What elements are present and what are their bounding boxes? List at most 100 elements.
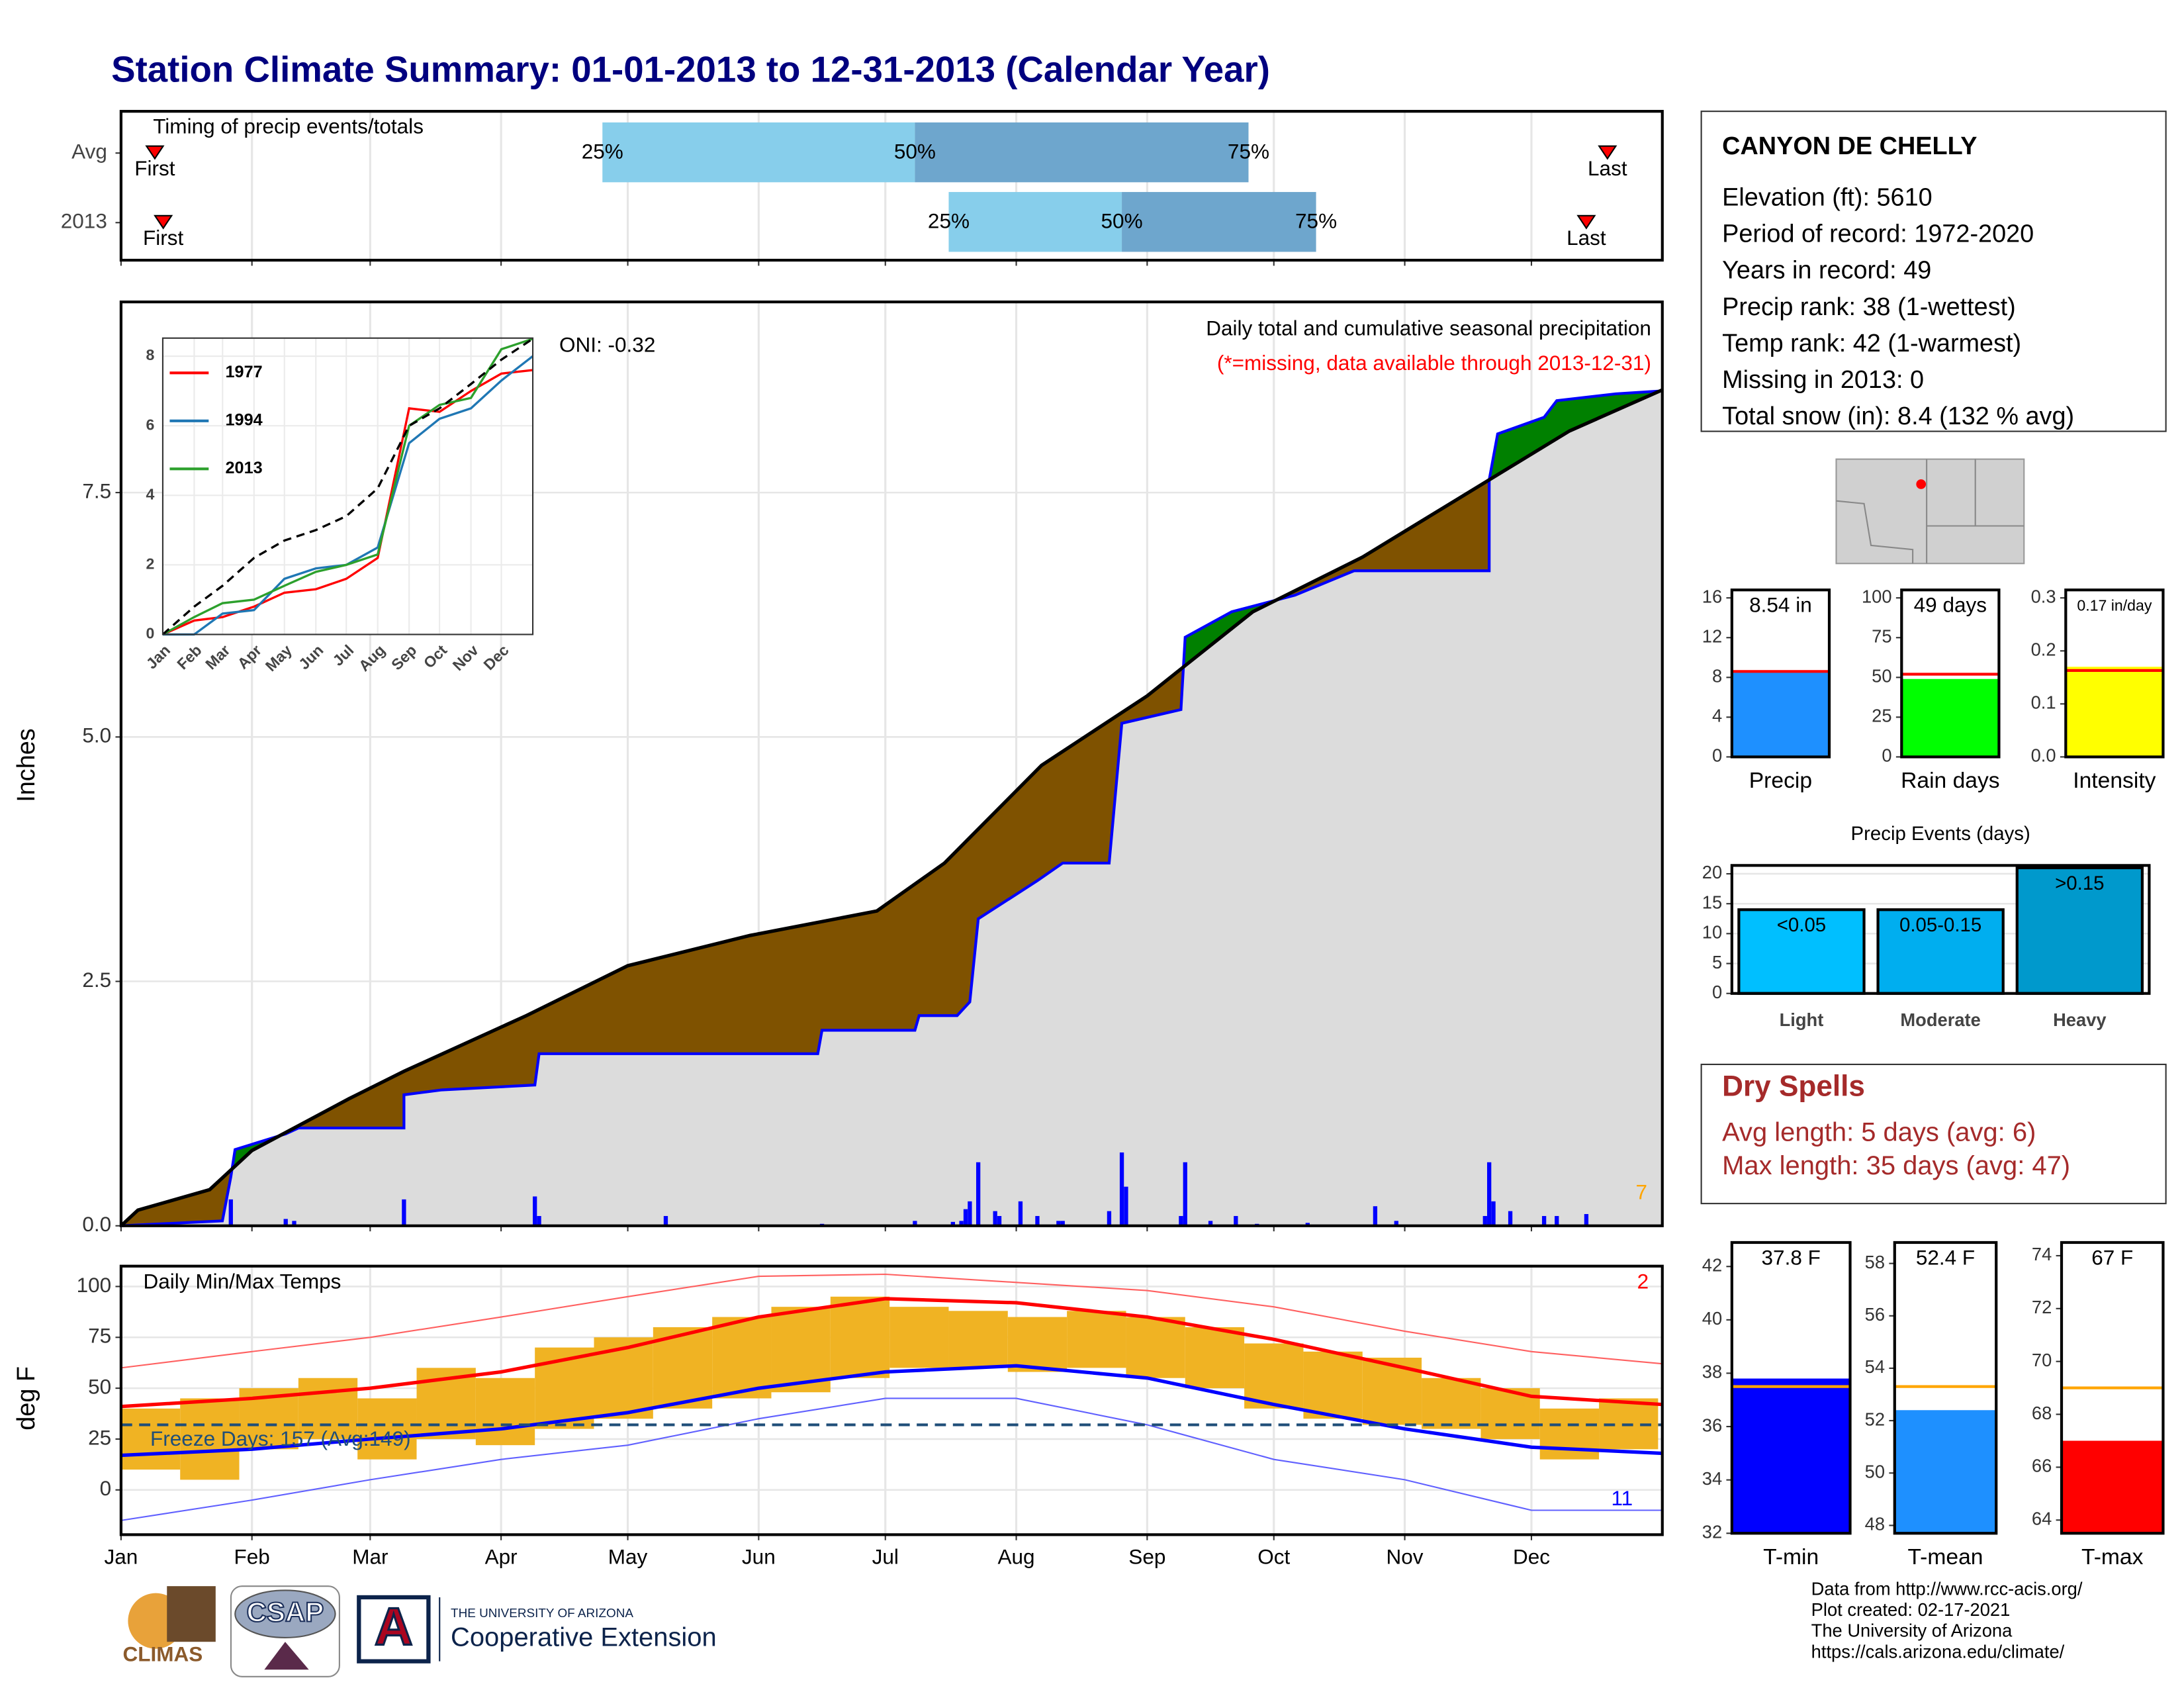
quartile-label: 75% <box>1228 140 1269 164</box>
footer-line: Data from http://www.rcc-acis.org/ <box>1811 1579 2083 1599</box>
daily-temp-range <box>1126 1317 1185 1378</box>
info-line: Precip rank: 38 (1-wettest) <box>1722 293 2016 321</box>
inset-line <box>161 338 533 635</box>
y-tick-label: 0 <box>100 1476 112 1500</box>
class-label: <0.05 <box>1777 914 1826 936</box>
footer-line: The University of Arizona <box>1811 1620 2013 1641</box>
y-tick-label: 64 <box>2032 1509 2052 1529</box>
panel-frame <box>1730 588 1831 759</box>
temp-line <box>120 1397 1662 1521</box>
panel-frame <box>2060 1241 2165 1535</box>
bar <box>2062 1440 2163 1534</box>
timing-marker <box>1598 145 1617 160</box>
panel-frame <box>119 110 1664 262</box>
x-tick-label: Sep <box>1128 1544 1165 1568</box>
y-axis-label: deg F <box>13 1366 40 1430</box>
daily-precip-bar <box>1394 1221 1398 1226</box>
daily-precip-bar <box>1124 1186 1128 1226</box>
y-tick-label: 16 <box>1702 586 1722 606</box>
y-axis-label: Inches <box>13 728 40 802</box>
station-name: CANYON DE CHELLY <box>1722 132 1977 160</box>
temp-line <box>120 1364 1662 1458</box>
info-line: Total snow (in): 8.4 (132 % avg) <box>1722 402 2074 430</box>
y-tick-label: 0 <box>146 625 154 642</box>
info-line: Years in record: 49 <box>1722 257 1931 285</box>
bar <box>1731 1378 1850 1534</box>
legend-label: 1994 <box>226 410 263 429</box>
daily-precip-bar <box>1541 1215 1547 1226</box>
class-label: >0.15 <box>2055 872 2104 894</box>
x-tick-label: Dec <box>1513 1544 1550 1568</box>
x-tick-label: Oct <box>1257 1544 1290 1568</box>
daily-temp-range <box>948 1311 1008 1368</box>
daily-precip-bar <box>1508 1211 1513 1226</box>
panel-frame <box>119 1264 1664 1536</box>
y-tick-label: 2 <box>146 555 154 572</box>
bar <box>1876 908 2005 995</box>
daily-temp-range <box>1539 1408 1600 1460</box>
daily-precip-bar <box>1584 1214 1589 1226</box>
daily-precip-bar <box>1234 1215 1238 1226</box>
cumulative-line <box>120 389 1662 1227</box>
y-tick-label: 72 <box>2032 1297 2052 1317</box>
dry-spell-line: Avg length: 5 days (avg: 6) <box>1722 1118 2036 1147</box>
y-tick-label: 10 <box>1702 922 1722 943</box>
value-label: 52.4 F <box>1916 1246 1975 1270</box>
corner-label: 7 <box>1635 1180 1647 1204</box>
panel-title: Daily Min/Max Temps <box>144 1269 341 1293</box>
extension-name: Cooperative Extension <box>451 1623 717 1652</box>
y-tick-label: 50 <box>88 1374 111 1398</box>
category-label: Intensity <box>2073 769 2156 793</box>
x-tick-label: Jun <box>742 1544 776 1568</box>
daily-precip-bar <box>913 1221 917 1226</box>
quartile-label: 50% <box>894 140 936 164</box>
inset-frame <box>161 337 534 635</box>
daily-temp-range <box>889 1307 949 1368</box>
daily-precip-bar <box>663 1215 668 1226</box>
y-tick-label: 52 <box>1865 1409 1885 1429</box>
daily-precip-bar <box>959 1221 964 1226</box>
daily-precip-bar <box>1018 1201 1023 1226</box>
y-tick-label: 100 <box>1862 586 1892 606</box>
daily-temp-range <box>1067 1311 1126 1368</box>
category-label: Precip <box>1749 769 1812 793</box>
daily-precip-bar <box>1119 1152 1124 1226</box>
dry-spell-line: Max length: 35 days (avg: 47) <box>1722 1151 2070 1180</box>
timing-marker-label: Last <box>1588 156 1627 180</box>
y-tick-label: 38 <box>1702 1362 1722 1382</box>
timing-marker-label: First <box>143 226 184 250</box>
timing-marker <box>1576 214 1596 230</box>
daily-precip-bar <box>993 1211 997 1226</box>
y-tick-label: 25 <box>1872 706 1891 726</box>
panel-title: Timing of precip events/totals <box>153 115 424 138</box>
timing-marker-label: Last <box>1567 226 1606 250</box>
y-tick-label: 58 <box>1865 1252 1885 1272</box>
x-tick-label: Moderate <box>1900 1009 1980 1030</box>
panel-frame <box>1900 588 2001 759</box>
y-tick-label: 4 <box>1712 706 1722 726</box>
panel-title: Daily total and cumulative seasonal prec… <box>1206 316 1651 340</box>
daily-temp-range <box>712 1317 772 1399</box>
value-label: 49 days <box>1914 593 1987 617</box>
daily-precip-bar <box>1107 1211 1112 1226</box>
inset-line <box>162 338 533 635</box>
bar <box>1901 679 1999 757</box>
panel-frame <box>1730 1241 1852 1535</box>
timing-marker <box>154 214 173 230</box>
daily-temp-range <box>120 1408 181 1470</box>
daily-precip-bar <box>1487 1162 1492 1226</box>
y-tick-label: 75 <box>88 1324 111 1348</box>
x-tick-label: May <box>608 1544 648 1568</box>
y-tick-label: 0 <box>1882 745 1891 766</box>
panel-title: Precip Events (days) <box>1850 823 2030 845</box>
y-tick-label: 50 <box>1865 1461 1885 1481</box>
base-area <box>120 391 1662 1226</box>
daily-temp-range <box>298 1378 358 1439</box>
y-tick-label: 0 <box>1712 982 1722 1002</box>
value-label: 0.17 in/day <box>2077 597 2152 614</box>
x-tick-label: Light <box>1780 1009 1824 1030</box>
logos: CLIMAS CSAP A THE UNIVERSITY OF ARIZONA … <box>123 1585 717 1677</box>
panel-frame <box>119 301 1664 1227</box>
daily-precip-bar <box>228 1199 233 1226</box>
row-label: Avg <box>71 140 107 164</box>
